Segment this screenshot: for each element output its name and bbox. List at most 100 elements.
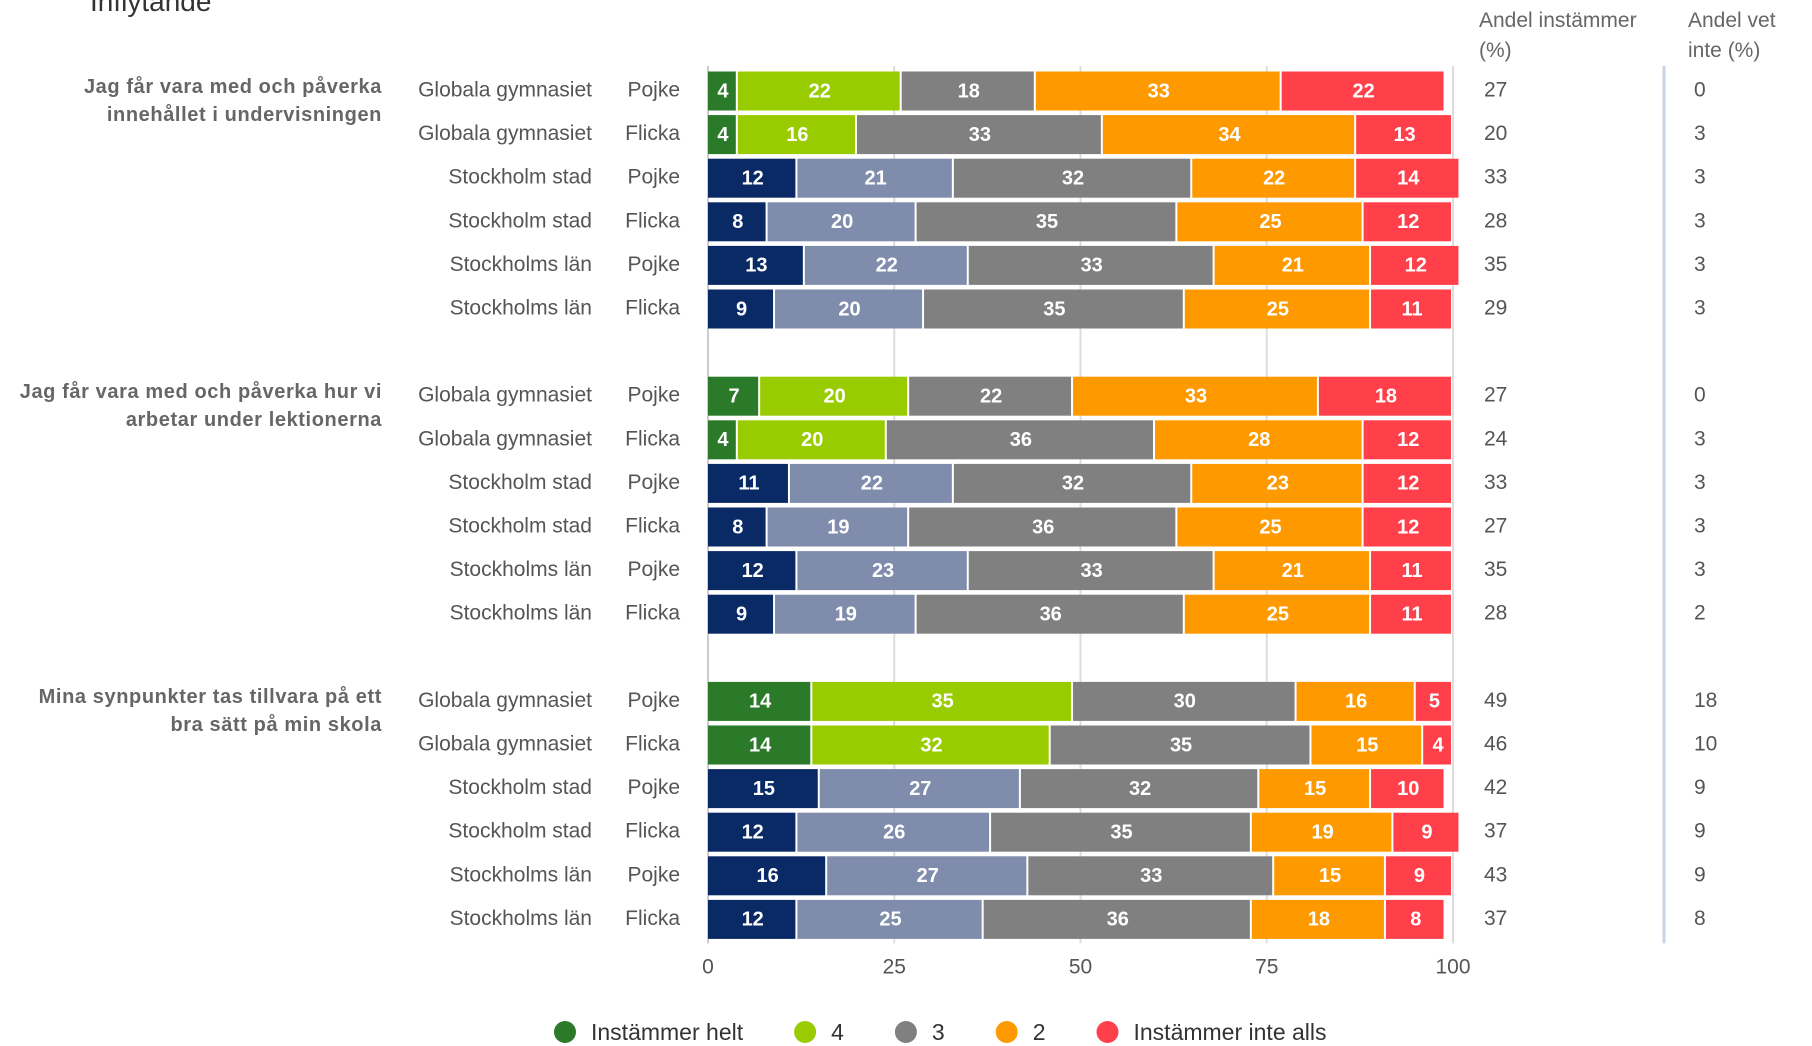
bar-value-label: 19 bbox=[835, 603, 857, 625]
bar-value-label: 21 bbox=[1282, 560, 1304, 582]
gender-label: Pojke bbox=[627, 863, 680, 886]
chart-title: Inflytande bbox=[90, 0, 212, 17]
bar-segment bbox=[1385, 899, 1444, 939]
bar-value-label: 16 bbox=[786, 124, 808, 146]
gender-label: Pojke bbox=[627, 384, 680, 407]
bar-segment bbox=[708, 551, 796, 591]
bar-value-label: 12 bbox=[1397, 429, 1419, 451]
legend-marker bbox=[554, 1021, 576, 1043]
bar-segment bbox=[797, 551, 967, 591]
bar-segment bbox=[1177, 507, 1362, 547]
andel-instammer-value: 43 bbox=[1484, 863, 1507, 886]
bar-segment bbox=[1356, 115, 1451, 155]
andel-vet-inte-value: 3 bbox=[1694, 515, 1706, 538]
bar-segment bbox=[797, 158, 952, 198]
bar-segment bbox=[827, 856, 1027, 896]
bar-value-label: 15 bbox=[753, 778, 775, 800]
bar-value-label: 33 bbox=[1140, 865, 1162, 887]
legend-marker bbox=[1096, 1021, 1119, 1043]
andel-instammer-value: 27 bbox=[1484, 384, 1507, 407]
bar-segment bbox=[901, 71, 1034, 111]
andel-instammer-value: 33 bbox=[1484, 166, 1507, 189]
bar-segment bbox=[1274, 856, 1384, 896]
category-label: Stockholms län bbox=[450, 602, 592, 625]
bar-segment bbox=[708, 769, 818, 809]
bar-segment bbox=[983, 899, 1250, 939]
bar-value-label: 16 bbox=[756, 865, 778, 887]
category-label: Globala gymnasiet bbox=[418, 79, 592, 102]
legend-marker bbox=[894, 1021, 917, 1043]
bar-segment bbox=[1214, 245, 1370, 285]
category-label: Stockholms län bbox=[450, 253, 592, 276]
bar-segment bbox=[1423, 725, 1451, 765]
bar-segment bbox=[767, 507, 908, 547]
bar-segment bbox=[1259, 769, 1370, 809]
andel-vet-inte-value: 10 bbox=[1694, 733, 1717, 756]
bar-segment bbox=[760, 376, 908, 416]
bar-value-label: 19 bbox=[1312, 821, 1334, 843]
bar-segment bbox=[1073, 376, 1317, 416]
bar-value-label: 20 bbox=[831, 211, 853, 233]
bar-value-label: 33 bbox=[1148, 80, 1170, 102]
bar-value-label: 10 bbox=[1397, 778, 1419, 800]
andel-instammer-value: 35 bbox=[1484, 558, 1507, 581]
bar-value-label: 18 bbox=[958, 80, 980, 102]
bar-segment bbox=[909, 507, 1176, 547]
x-tick-label: 50 bbox=[1069, 956, 1092, 979]
bar-segment bbox=[797, 812, 990, 852]
bar-segment bbox=[1155, 420, 1362, 460]
bar-value-label: 11 bbox=[738, 473, 759, 495]
bar-value-label: 4 bbox=[717, 124, 729, 146]
bar-segment bbox=[812, 725, 1049, 765]
andel-vet-inte-value: 9 bbox=[1694, 776, 1706, 799]
bar-segment bbox=[797, 899, 982, 939]
bar-value-label: 14 bbox=[749, 734, 772, 756]
bar-segment bbox=[708, 681, 811, 721]
question-label: Jag får vara med och påverka hur vi arbe… bbox=[19, 381, 382, 432]
gender-label: Pojke bbox=[627, 689, 680, 712]
legend-label: Instämmer helt bbox=[591, 1019, 744, 1045]
bar-value-label: 36 bbox=[1010, 429, 1032, 451]
legend-marker bbox=[995, 1021, 1018, 1043]
bar-value-label: 11 bbox=[1401, 603, 1422, 625]
andel-vet-inte-value: 8 bbox=[1694, 907, 1706, 930]
bar-segment bbox=[1184, 594, 1370, 634]
bar-segment bbox=[737, 420, 885, 460]
legend-label: 4 bbox=[831, 1019, 844, 1045]
bar-segment bbox=[1251, 899, 1384, 939]
category-label: Stockholm stad bbox=[448, 166, 592, 189]
andel-instammer-value: 33 bbox=[1484, 471, 1507, 494]
gender-label: Flicka bbox=[625, 820, 680, 843]
bar-value-label: 26 bbox=[883, 821, 905, 843]
bar-value-label: 25 bbox=[1259, 516, 1281, 538]
category-label: Stockholms län bbox=[450, 558, 592, 581]
bar-segment bbox=[1311, 725, 1422, 765]
category-label: Globala gymnasiet bbox=[418, 384, 592, 407]
bar-value-label: 33 bbox=[969, 124, 991, 146]
bar-segment bbox=[924, 289, 1183, 329]
gender-label: Pojke bbox=[627, 776, 680, 799]
bar-segment bbox=[1393, 812, 1459, 852]
category-label: Stockholms län bbox=[450, 297, 592, 320]
category-label: Globala gymnasiet bbox=[418, 427, 592, 450]
bar-value-label: 16 bbox=[1345, 691, 1367, 713]
bar-segment bbox=[708, 71, 736, 111]
bar-segment bbox=[909, 376, 1072, 416]
legend-label: 2 bbox=[1033, 1019, 1046, 1045]
bar-value-label: 25 bbox=[1267, 298, 1289, 320]
andel-instammer-value: 28 bbox=[1484, 209, 1507, 232]
legend-marker bbox=[794, 1021, 817, 1043]
bar-segment bbox=[775, 594, 915, 634]
bar-segment bbox=[708, 899, 796, 939]
bar-value-label: 20 bbox=[838, 298, 860, 320]
bar-segment bbox=[708, 507, 766, 547]
bar-segment bbox=[916, 594, 1183, 634]
bar-value-label: 15 bbox=[1304, 778, 1326, 800]
andel-vet-inte-value: 3 bbox=[1694, 122, 1706, 145]
andel-vet-inte-value: 9 bbox=[1694, 863, 1706, 886]
bar-segment bbox=[953, 463, 1191, 503]
bar-value-label: 11 bbox=[1401, 560, 1422, 582]
bar-segment bbox=[1371, 245, 1459, 285]
